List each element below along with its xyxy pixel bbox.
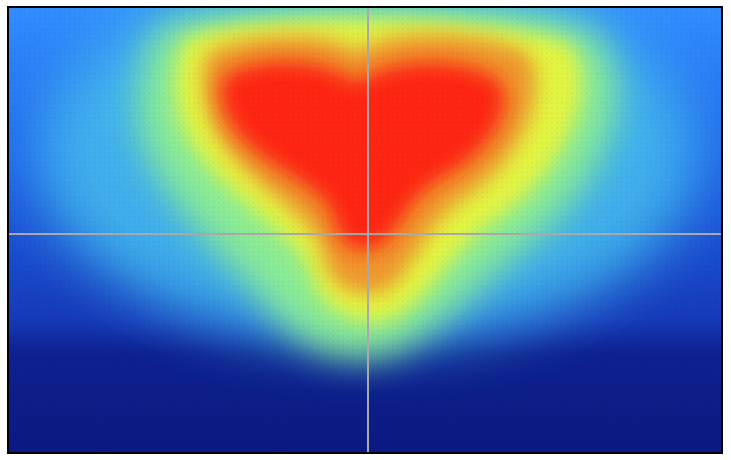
heatmap-frame <box>7 6 723 454</box>
heatmap-image <box>9 8 721 452</box>
crosshair-horizontal-line <box>9 233 721 235</box>
crosshair-vertical-line <box>367 8 369 452</box>
